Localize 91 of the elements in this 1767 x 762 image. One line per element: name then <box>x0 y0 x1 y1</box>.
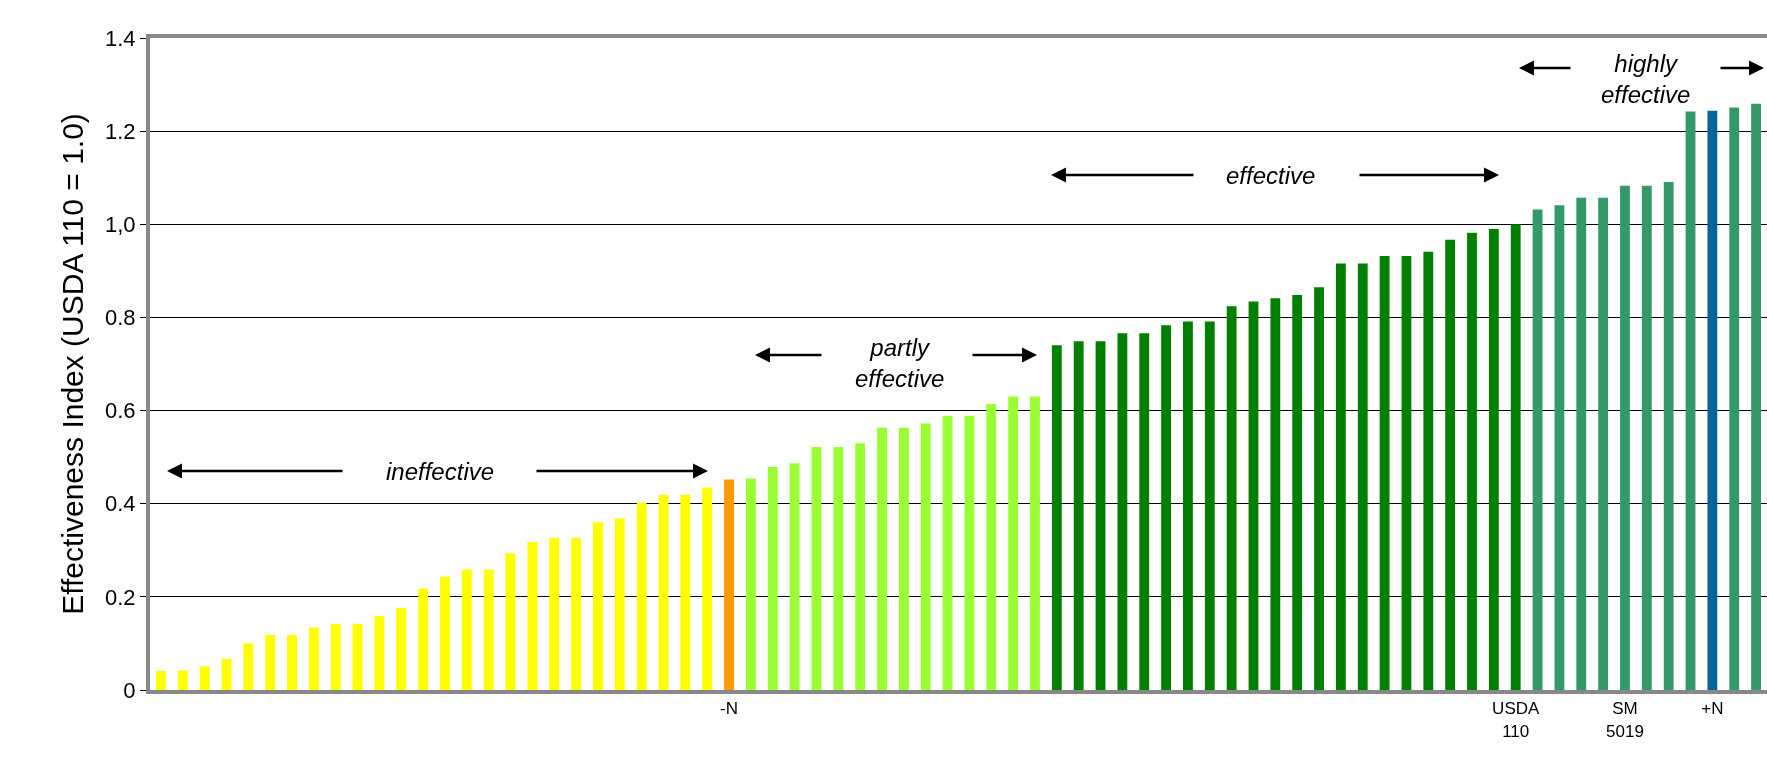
bar <box>1401 255 1412 690</box>
x-tick-label: -N <box>720 699 739 719</box>
y-axis-title: Effectiveness Index (USDA 110 = 1.0) <box>55 113 89 615</box>
bar <box>1663 181 1674 690</box>
bar <box>1620 185 1630 690</box>
bar <box>1117 333 1128 690</box>
y-tick-label: 1,0 <box>105 211 136 237</box>
y-tick-label: 0.4 <box>105 491 136 517</box>
bar <box>418 588 429 690</box>
bar <box>1357 263 1368 690</box>
bar <box>396 608 407 690</box>
y-tick-label: 1.4 <box>105 25 136 51</box>
annotation: effective <box>1226 162 1316 189</box>
bar <box>199 666 210 690</box>
bar <box>1423 251 1434 690</box>
bar <box>1729 107 1740 690</box>
bar <box>593 522 603 690</box>
bar <box>920 423 931 690</box>
bar <box>1685 111 1696 690</box>
x-tick-label: USDA 110 <box>1492 699 1540 741</box>
bar <box>986 404 997 690</box>
bar <box>330 623 341 690</box>
bar <box>549 537 560 690</box>
bar <box>746 478 756 690</box>
bar <box>1488 228 1499 690</box>
annotation: ineffective <box>386 458 495 485</box>
bar <box>440 576 450 690</box>
bar <box>1707 110 1718 690</box>
bar <box>898 427 909 690</box>
y-tick-label: 0.2 <box>105 584 136 610</box>
bar <box>877 427 887 690</box>
y-tick-label: 0 <box>123 677 136 703</box>
bar <box>1598 197 1609 690</box>
bar <box>1161 325 1171 690</box>
bar <box>789 463 800 690</box>
bar <box>1751 103 1761 690</box>
bar <box>156 670 166 690</box>
y-tick-label: 0.8 <box>105 305 136 331</box>
bar <box>374 615 385 690</box>
bar <box>724 479 734 690</box>
bar <box>833 446 844 690</box>
bar <box>767 466 778 690</box>
bar <box>1030 396 1040 690</box>
bar <box>855 443 866 690</box>
bar <box>1510 224 1521 690</box>
bar <box>352 623 363 690</box>
bar <box>1008 396 1019 690</box>
x-tick-label: SM 5019 <box>1606 699 1644 741</box>
bar <box>1445 239 1456 690</box>
bar <box>527 541 538 690</box>
bar <box>1139 333 1150 690</box>
bar <box>265 635 276 690</box>
bar <box>680 494 691 690</box>
bar <box>505 553 516 690</box>
bar <box>1314 287 1324 690</box>
bar <box>964 415 975 690</box>
bar <box>1270 298 1281 690</box>
bar <box>1051 345 1062 690</box>
annotation: partly effective <box>855 334 945 393</box>
bar <box>287 635 297 690</box>
bar <box>1554 205 1565 690</box>
bar <box>483 569 494 690</box>
bar <box>1226 306 1237 690</box>
bar <box>461 569 472 690</box>
bar <box>658 494 669 690</box>
bar <box>1183 321 1193 690</box>
bar <box>1204 321 1215 690</box>
bar <box>177 670 188 690</box>
bar <box>1073 341 1084 690</box>
bar <box>811 446 822 690</box>
bar <box>1532 209 1543 690</box>
bar <box>1248 301 1259 690</box>
bar <box>614 518 625 690</box>
bar <box>1467 232 1477 690</box>
bar <box>1335 263 1346 690</box>
bar <box>636 502 647 690</box>
bar <box>942 415 953 690</box>
bar <box>1095 341 1106 690</box>
x-tick-label: +N <box>1701 699 1724 719</box>
bar <box>1641 185 1652 690</box>
bar <box>1576 197 1587 690</box>
bar <box>1379 255 1390 690</box>
bar <box>308 627 319 690</box>
bar <box>221 658 232 690</box>
bar <box>702 487 713 690</box>
y-tick-label: 0.6 <box>105 398 136 424</box>
bar <box>571 537 582 690</box>
bar <box>243 643 254 690</box>
annotation: highly effective <box>1601 50 1691 109</box>
bar <box>1292 295 1303 690</box>
y-tick-label: 1.2 <box>105 118 136 144</box>
